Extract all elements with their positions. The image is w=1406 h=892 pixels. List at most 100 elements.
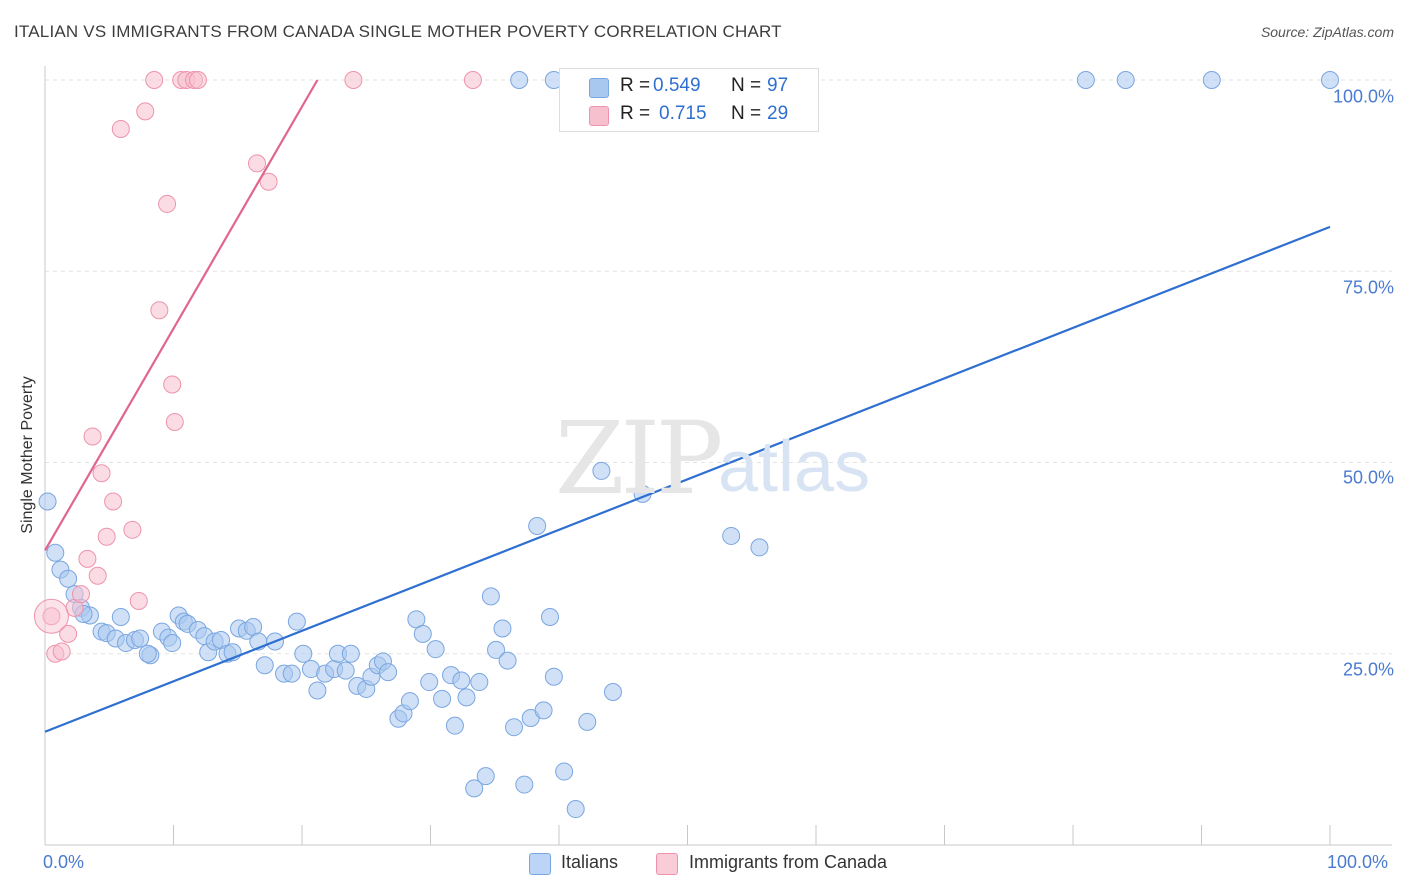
- canada-point: [83, 427, 102, 446]
- y-tick-label-75: 75.0%: [1342, 277, 1394, 298]
- italians-point: [465, 779, 484, 798]
- italians-point: [420, 673, 439, 692]
- italians-point: [555, 762, 574, 781]
- canada-point: [92, 464, 111, 483]
- italians-point: [163, 634, 182, 653]
- italians-point: [452, 671, 471, 690]
- italians-point: [515, 775, 534, 794]
- y-tick-label-50: 50.0%: [1342, 467, 1394, 488]
- legend-r-label: R =: [620, 75, 651, 96]
- italians-point: [592, 461, 611, 480]
- italians-point: [566, 800, 585, 819]
- italians-point: [38, 492, 57, 511]
- italians-point: [138, 644, 157, 663]
- chart-title: ITALIAN VS IMMIGRANTS FROM CANADA SINGLE…: [14, 22, 782, 41]
- canada-point: [123, 520, 142, 539]
- watermark-zip: ZIP: [555, 400, 723, 517]
- watermark-atlas: atlas: [718, 427, 871, 507]
- legend-r-value: 0.549: [653, 75, 701, 96]
- canada-point: [259, 172, 278, 191]
- legend-row-italians: R = 0.549 N = 97: [560, 75, 818, 99]
- legend-swatch-canada: [589, 106, 609, 126]
- canada-point: [71, 585, 90, 604]
- correlation-legend: R = 0.549 N = 97 R = 0.715 N = 29: [559, 68, 819, 132]
- canada-point: [59, 624, 78, 643]
- italians-point: [544, 667, 563, 686]
- italians-point: [131, 629, 150, 648]
- canada-point: [463, 71, 482, 89]
- italians-point: [457, 688, 476, 707]
- italians-point: [505, 718, 524, 737]
- italians-point: [379, 663, 398, 682]
- legend-r-label: R =: [620, 103, 651, 124]
- legend-n-label: N =: [731, 103, 762, 124]
- bottom-legend-canada: Immigrants from Canada: [689, 852, 888, 872]
- italians-point: [498, 651, 517, 670]
- canada-point: [145, 71, 164, 89]
- italians-point: [1116, 71, 1135, 89]
- italians-point: [336, 661, 355, 680]
- canada-point: [188, 71, 207, 89]
- italians-point: [470, 673, 489, 692]
- legend-n-label: N =: [731, 75, 762, 96]
- italians-point: [400, 692, 419, 711]
- canada-point: [42, 607, 61, 626]
- bottom-legend-swatch-canada: [656, 853, 678, 875]
- italians-point: [541, 608, 560, 627]
- canada-point: [163, 375, 182, 394]
- italians-point: [426, 640, 445, 659]
- italians-point: [111, 608, 130, 627]
- legend-row-canada: R = 0.715 N = 29: [560, 103, 818, 127]
- canada-point: [97, 527, 116, 546]
- italians-point: [528, 516, 547, 535]
- italians-point: [1076, 71, 1095, 89]
- canada-point: [78, 549, 97, 568]
- canada-point: [150, 301, 169, 320]
- italians-point: [46, 543, 65, 562]
- italians-point: [413, 624, 432, 643]
- italians-point: [294, 644, 313, 663]
- italians-point: [282, 664, 301, 683]
- bottom-legend-swatch-italians: [529, 853, 551, 875]
- legend-r-value: 0.715: [659, 103, 707, 124]
- italians-point: [487, 640, 506, 659]
- chart-source: Source: ZipAtlas.com: [1260, 24, 1394, 40]
- italians-point: [1202, 71, 1221, 89]
- italians-point: [603, 683, 622, 701]
- italians-point: [578, 712, 597, 731]
- italians-trend-line: [44, 225, 1331, 733]
- italians-point: [493, 619, 512, 638]
- italians-point: [722, 526, 741, 545]
- canada-point: [111, 119, 130, 138]
- legend-n-value: 29: [767, 103, 789, 124]
- y-tick-label-25: 25.0%: [1342, 659, 1394, 680]
- y-axis-label: Single Mother Poverty: [19, 376, 36, 534]
- x-tick-label-0: 0.0%: [43, 852, 85, 872]
- italians-point: [481, 587, 500, 606]
- canada-point: [136, 102, 155, 121]
- italians-point: [433, 689, 452, 708]
- italians-point: [308, 681, 327, 700]
- italians-point: [510, 71, 529, 89]
- canada-point-large: [33, 598, 69, 634]
- canada-point: [129, 591, 148, 610]
- canada-point: [88, 566, 107, 585]
- italians-point: [750, 538, 769, 557]
- italians-point: [59, 569, 78, 588]
- legend-swatch-italians: [589, 78, 609, 98]
- canada-point: [248, 154, 267, 173]
- canada-point: [158, 194, 177, 213]
- bottom-legend-italians: Italians: [561, 852, 619, 872]
- italians-point: [1321, 71, 1339, 89]
- y-tick-label-100: 100.0%: [1332, 86, 1394, 107]
- italians-point: [255, 656, 274, 675]
- x-tick-label-100: 100.0%: [1327, 852, 1389, 872]
- legend-n-value: 97: [767, 75, 789, 96]
- canada-point: [344, 71, 363, 89]
- canada-point: [104, 492, 123, 511]
- italians-point: [445, 716, 464, 735]
- italians-point: [341, 644, 360, 663]
- italians-point: [287, 612, 306, 631]
- italians-point: [534, 701, 553, 720]
